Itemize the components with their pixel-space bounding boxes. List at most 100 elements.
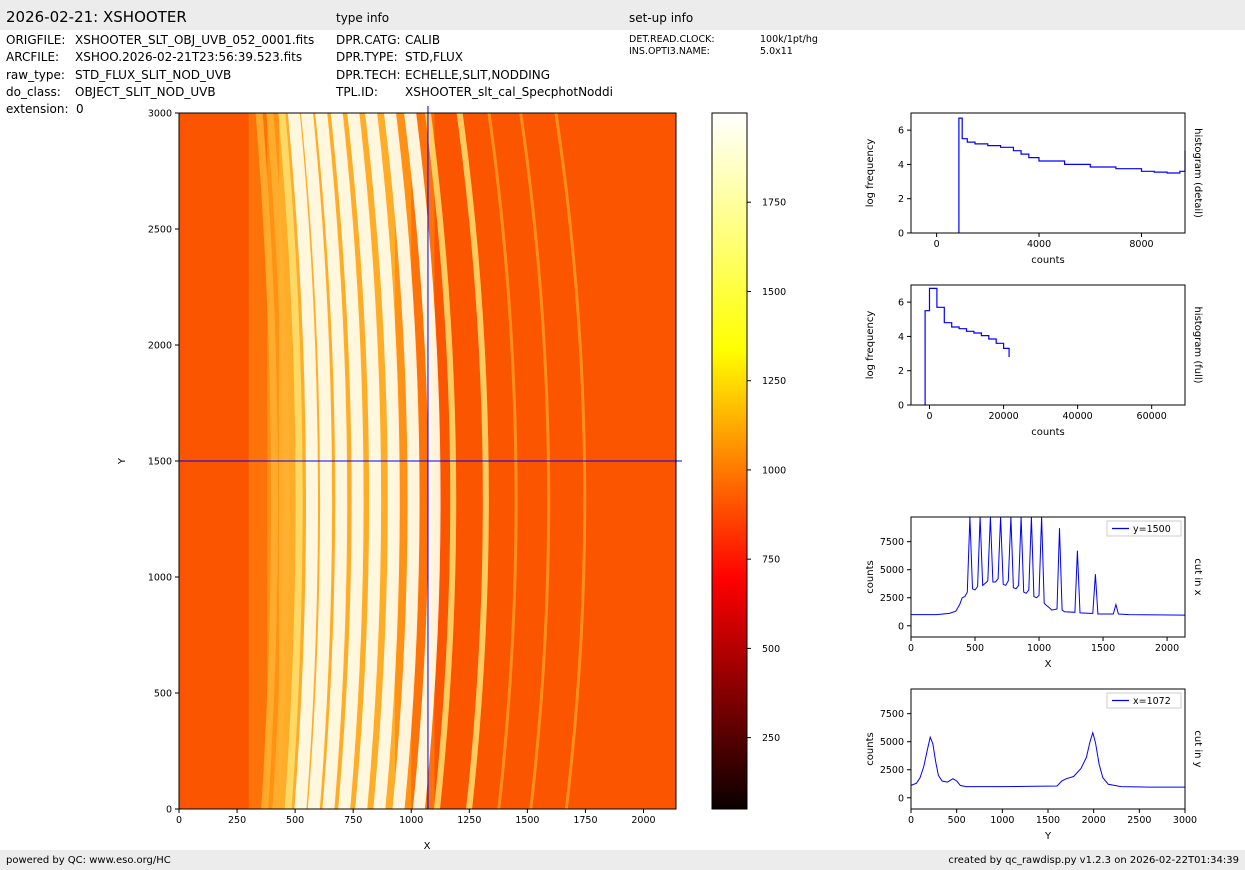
- x-tick-label: 1000: [1027, 643, 1051, 654]
- type-info-value: CALIB: [405, 33, 441, 47]
- glow-band: [267, 113, 412, 809]
- type-info-value: STD,FLUX: [405, 50, 463, 64]
- colorbar-tick-label: 1000: [762, 465, 786, 476]
- y-tick-label: 0: [898, 793, 904, 804]
- x-tick-label: 0: [926, 411, 932, 422]
- setup-info-key: INS.OPTI3.NAME:: [629, 46, 710, 57]
- y-tick-label: 1000: [148, 573, 172, 584]
- y-tick-label: 7500: [880, 537, 904, 548]
- file-info-value: XSHOOTER_SLT_OBJ_UVB_052_0001.fits: [75, 33, 315, 47]
- type-info-key: TPL.ID:: [336, 85, 378, 99]
- y-tick-label: 2: [898, 194, 904, 205]
- file-info-key: raw_type:: [6, 68, 65, 82]
- echelle-order: [266, 113, 290, 809]
- y-tick-label: 3000: [148, 109, 172, 120]
- y-axis-label: counts: [865, 560, 876, 593]
- histogram-detail-panel: 0 4000 8000 0 2 4 6 counts log frequency histogra…: [865, 112, 1203, 266]
- y-axis-label: log frequency: [865, 311, 876, 380]
- file-info-key: do_class:: [6, 85, 61, 99]
- y-tick-label: 5000: [880, 737, 904, 748]
- y-tick-label: 0: [166, 805, 172, 816]
- echelle-order: [347, 113, 382, 809]
- panel-label: histogram (detail): [1192, 128, 1203, 218]
- footer-credit: powered by QC: www.eso.org/HC: [6, 855, 171, 866]
- file-info-key: ORIGFILE:: [6, 33, 66, 47]
- x-tick-label: 1250: [457, 815, 481, 826]
- y-tick-label: 2000: [148, 341, 172, 352]
- image-background: [179, 113, 676, 809]
- legend-box: [1106, 520, 1182, 537]
- y-tick-label: 2500: [880, 593, 904, 604]
- y-tick-label: 4: [898, 332, 904, 343]
- y-tick-label: 2500: [148, 225, 172, 236]
- echelle-order: [424, 113, 457, 809]
- echelle-order: [255, 113, 279, 809]
- y-axis-label: log frequency: [865, 139, 876, 208]
- x-tick-label: 500: [966, 643, 984, 654]
- header-bar: [0, 0, 1245, 30]
- footer-creator: created by qc_rawdisp.py v1.2.3 on 2026-…: [948, 855, 1239, 866]
- setup-info-key: DET.READ.CLOCK:: [629, 34, 715, 45]
- histogram-full-panel: 0 20000 40000 60000 0 2 4 6 counts log frequency h…: [865, 284, 1203, 438]
- x-tick-label: 1000: [399, 815, 423, 826]
- colorbar-tick-label: 500: [762, 644, 780, 655]
- x-tick-label: 60000: [1137, 411, 1167, 422]
- echelle-order: [554, 113, 587, 809]
- file-info-value: OBJECT_SLIT_NOD_UVB: [75, 85, 216, 99]
- y-tick-label: 0: [898, 229, 904, 240]
- echelle-order: [456, 113, 489, 809]
- x-tick-label: 2000: [1155, 643, 1179, 654]
- y-tick-label: 2: [898, 366, 904, 377]
- legend-label: x=1072: [1133, 696, 1171, 707]
- x-tick-label: 4000: [1027, 239, 1051, 250]
- panel-label: histogram (full): [1192, 306, 1203, 383]
- x-tick-label: 1000: [990, 815, 1014, 826]
- x-tick-label: 8000: [1129, 239, 1153, 250]
- type-info-heading: type info: [336, 11, 390, 25]
- colorbar-gradient: [711, 112, 748, 810]
- detector-image: 0 250 500 750 1000 1250 1500 1750 2000 0 500 1000 15…: [117, 106, 682, 852]
- y-tick-label: 7500: [880, 709, 904, 720]
- setup-info-value: 5.0x11: [760, 46, 793, 57]
- type-info-value: XSHOOTER_slt_cal_SpecphotNoddi: [405, 85, 613, 99]
- x-tick-label: 250: [228, 815, 246, 826]
- y-tick-label: 2500: [880, 765, 904, 776]
- x-tick-label: 0: [934, 239, 940, 250]
- y-axis-label: Y: [117, 457, 128, 465]
- histogram-line: [924, 287, 1010, 405]
- y-tick-label: 0: [898, 621, 904, 632]
- plot-frame: [910, 284, 1186, 406]
- colorbar-tick-label: 1250: [762, 376, 786, 387]
- y-tick-label: 6: [898, 126, 904, 137]
- footer-bar: [0, 850, 1245, 870]
- colorbar-tick-label: 750: [762, 555, 780, 566]
- echelle-order: [278, 113, 303, 809]
- type-info-key: DPR.CATG:: [336, 33, 401, 47]
- file-info-key: ARCFILE:: [6, 50, 60, 64]
- x-tick-label: 40000: [1063, 411, 1093, 422]
- y-tick-label: 1500: [148, 457, 172, 468]
- plot-frame: [178, 112, 677, 810]
- echelle-order: [365, 113, 400, 809]
- file-info-value: XSHOO.2026-02-21T23:56:39.523.fits: [75, 50, 303, 64]
- y-tick-label: 4: [898, 160, 904, 171]
- histogram-line: [958, 117, 1186, 233]
- plot-frame: [910, 516, 1186, 638]
- echelle-order: [287, 113, 319, 809]
- file-info-value: 0: [76, 102, 84, 116]
- x-tick-label: 2000: [1082, 815, 1106, 826]
- panel-label: cut in y: [1192, 730, 1203, 767]
- x-tick-label: 0: [908, 643, 914, 654]
- legend-label: y=1500: [1133, 524, 1171, 535]
- colorbar-tick-label: 250: [762, 733, 780, 744]
- x-axis-label: Y: [1044, 831, 1052, 842]
- echelle-order: [315, 113, 348, 809]
- glow-band: [248, 113, 435, 809]
- setup-info-value: 100k/1pt/hg: [760, 34, 818, 45]
- plot-frame: [910, 688, 1186, 810]
- echelle-order: [330, 113, 364, 809]
- file-info-key: extension:: [6, 102, 69, 116]
- type-info-key: DPR.TECH:: [336, 68, 401, 82]
- panel-label: cut in x: [1192, 558, 1203, 595]
